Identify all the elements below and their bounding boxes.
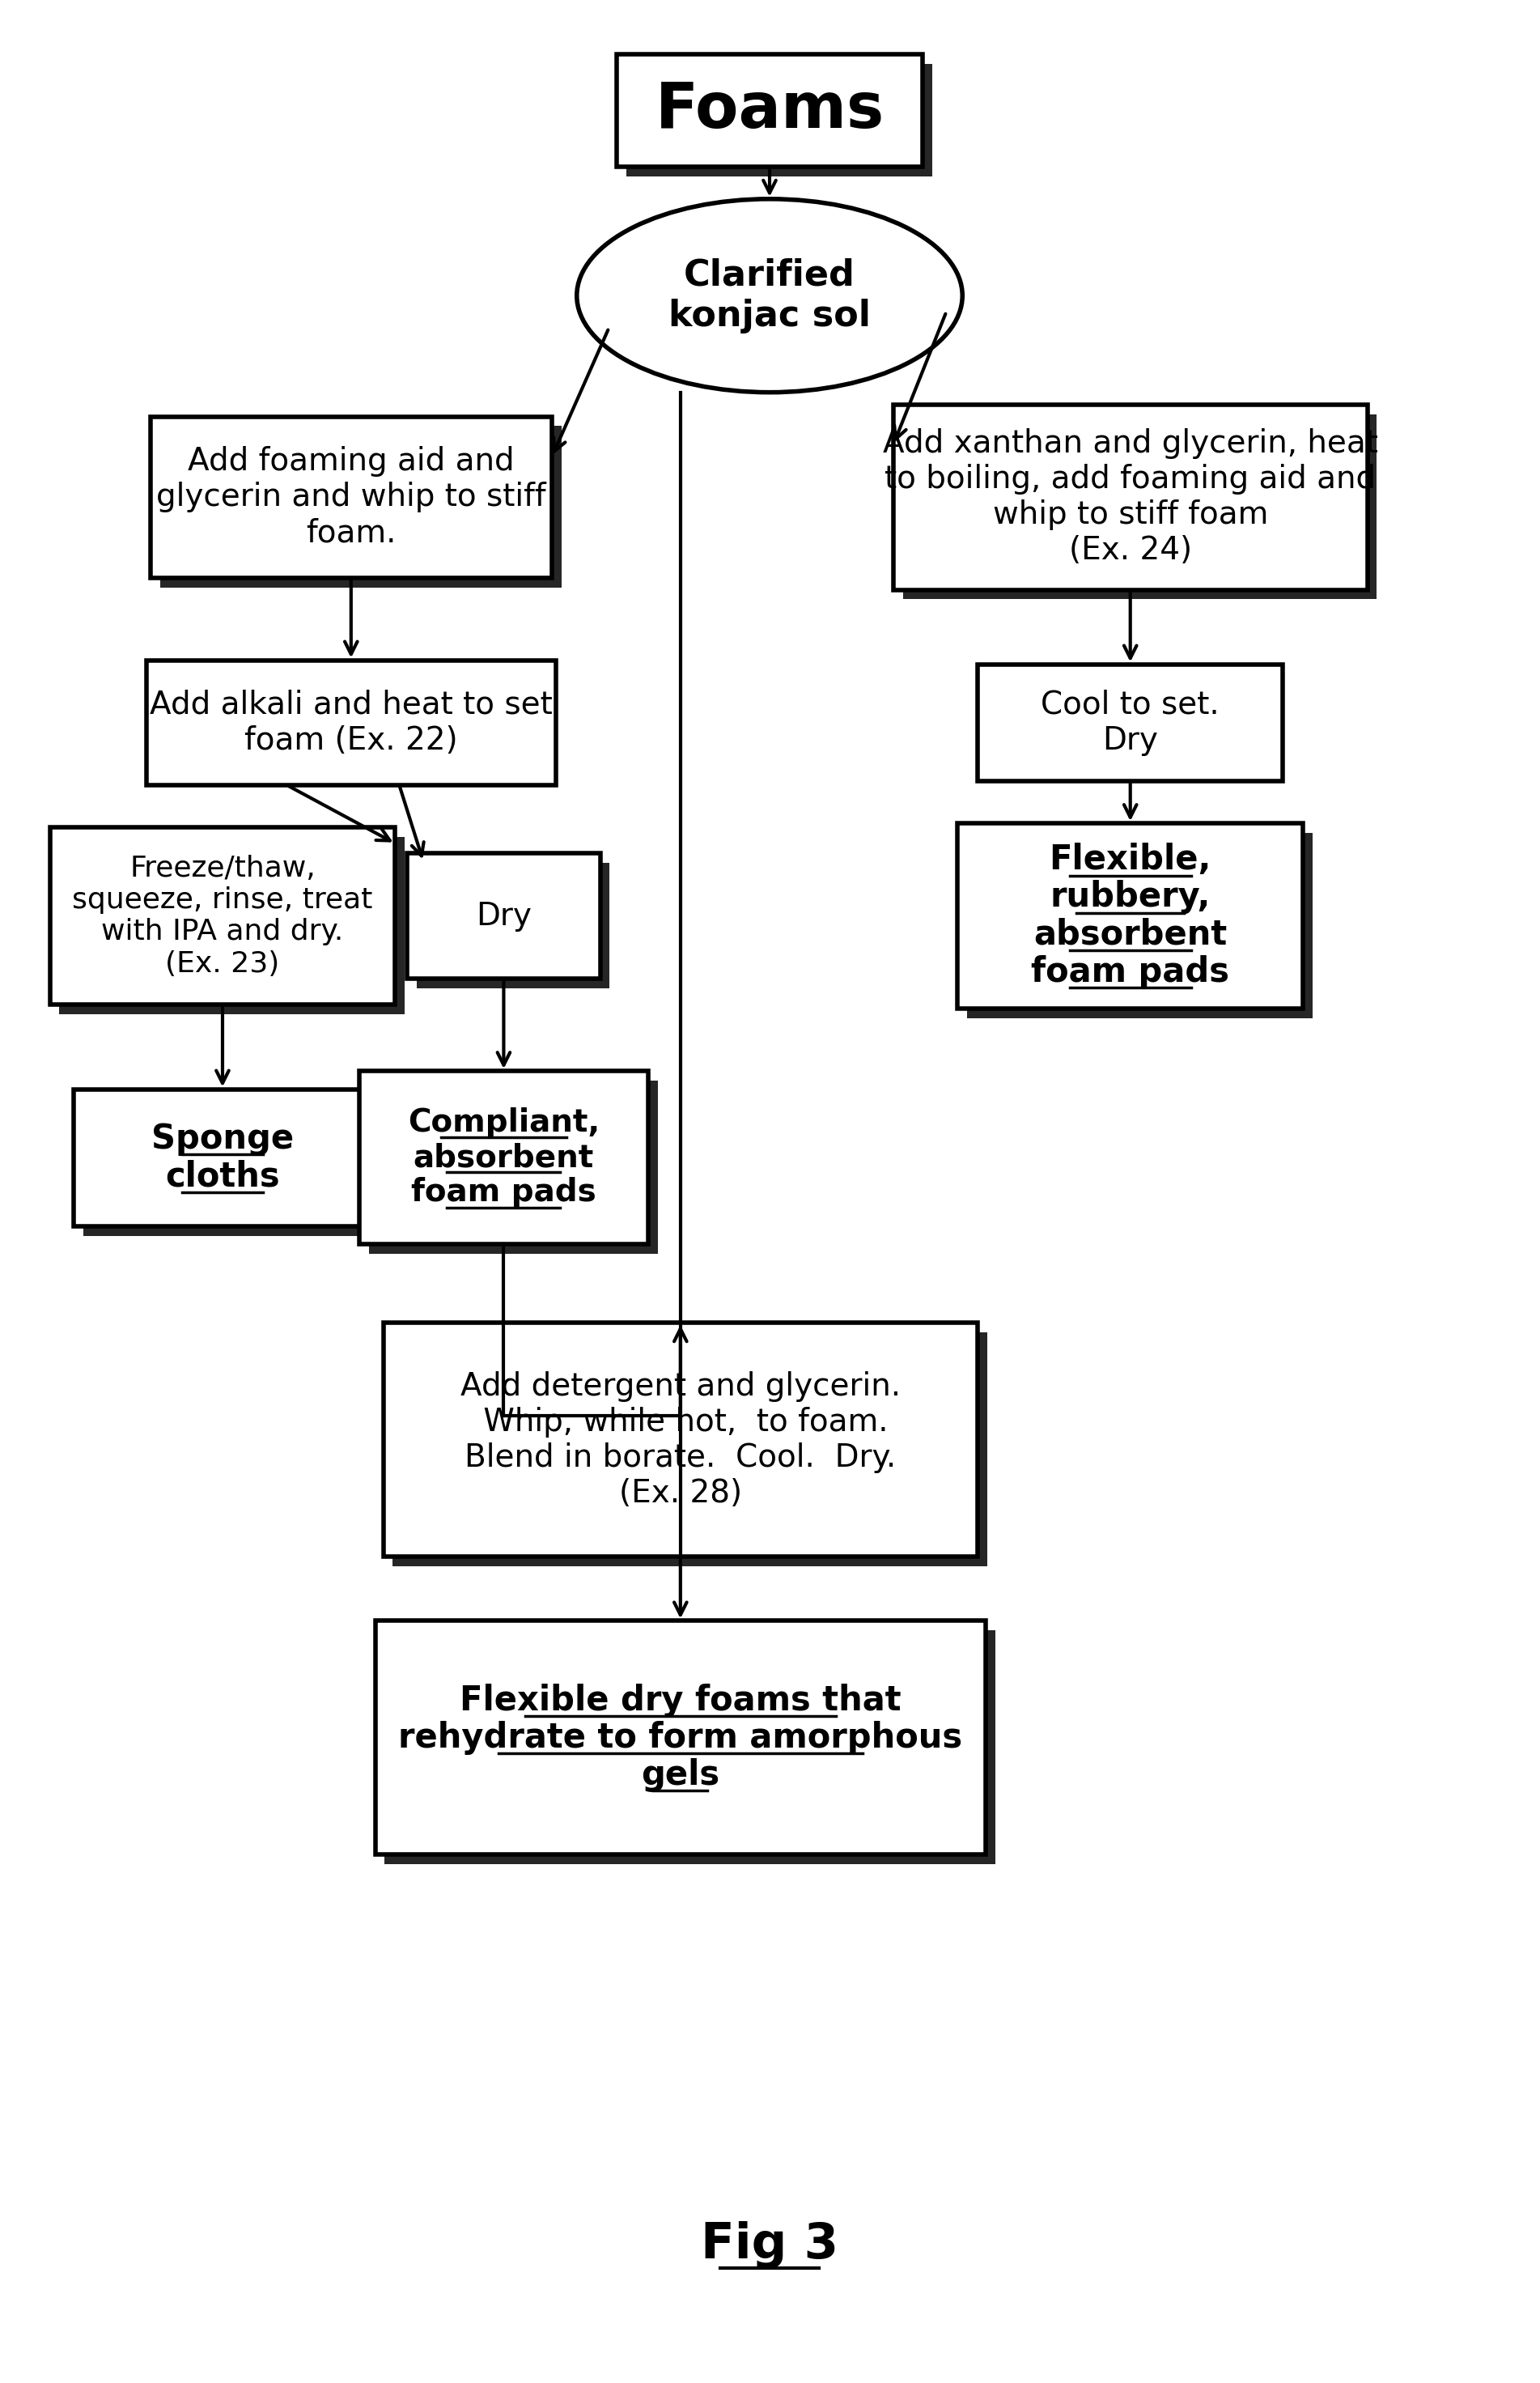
FancyBboxPatch shape: [417, 863, 610, 989]
Text: Freeze/thaw,
squeeze, rinse, treat
with IPA and dry.
(Ex. 23): Freeze/thaw, squeeze, rinse, treat with …: [72, 855, 373, 977]
Text: foam pads: foam pads: [1032, 956, 1229, 989]
FancyBboxPatch shape: [376, 1620, 986, 1854]
FancyBboxPatch shape: [151, 417, 551, 577]
FancyBboxPatch shape: [978, 665, 1283, 782]
Text: Add foaming aid and
glycerin and whip to stiff
foam.: Add foaming aid and glycerin and whip to…: [156, 446, 547, 548]
FancyBboxPatch shape: [49, 827, 396, 1006]
FancyBboxPatch shape: [958, 825, 1303, 1008]
FancyBboxPatch shape: [383, 1323, 978, 1556]
Text: Foams: Foams: [654, 79, 884, 141]
Text: Sponge: Sponge: [151, 1122, 294, 1156]
Text: Compliant,: Compliant,: [408, 1108, 599, 1139]
Text: Flexible,: Flexible,: [1049, 844, 1212, 877]
FancyBboxPatch shape: [83, 1099, 380, 1237]
Ellipse shape: [578, 198, 962, 393]
FancyBboxPatch shape: [893, 405, 1368, 589]
FancyBboxPatch shape: [359, 1070, 648, 1244]
FancyBboxPatch shape: [967, 834, 1312, 1018]
Text: Add xanthan and glycerin, heat
to boiling, add foaming aid and
whip to stiff foa: Add xanthan and glycerin, heat to boilin…: [882, 429, 1378, 565]
Text: foam pads: foam pads: [411, 1177, 596, 1208]
Text: Cool to set.
Dry: Cool to set. Dry: [1041, 689, 1220, 755]
FancyBboxPatch shape: [60, 836, 405, 1015]
FancyBboxPatch shape: [74, 1089, 371, 1227]
Text: Flexible dry foams that: Flexible dry foams that: [459, 1682, 901, 1718]
Text: Fig 3: Fig 3: [701, 2221, 838, 2269]
Text: absorbent: absorbent: [413, 1141, 594, 1172]
Text: rehydrate to form amorphous: rehydrate to form amorphous: [399, 1721, 962, 1754]
FancyBboxPatch shape: [393, 1332, 987, 1566]
Text: Dry: Dry: [476, 901, 531, 932]
FancyBboxPatch shape: [618, 55, 922, 167]
FancyBboxPatch shape: [407, 853, 601, 979]
Text: cloths: cloths: [165, 1161, 280, 1194]
FancyBboxPatch shape: [160, 427, 562, 586]
FancyBboxPatch shape: [385, 1630, 995, 1864]
Text: absorbent: absorbent: [1033, 917, 1227, 951]
FancyBboxPatch shape: [902, 415, 1377, 601]
Text: gels: gels: [641, 1759, 719, 1792]
FancyBboxPatch shape: [368, 1082, 658, 1253]
FancyBboxPatch shape: [627, 64, 932, 176]
Text: rubbery,: rubbery,: [1050, 879, 1210, 915]
FancyBboxPatch shape: [146, 660, 556, 784]
Text: Add alkali and heat to set
foam (Ex. 22): Add alkali and heat to set foam (Ex. 22): [149, 689, 553, 755]
Text: Add detergent and glycerin.
 Whip, while hot,  to foam.
Blend in borate.  Cool. : Add detergent and glycerin. Whip, while …: [460, 1370, 901, 1508]
Text: Clarified
konjac sol: Clarified konjac sol: [668, 257, 870, 334]
